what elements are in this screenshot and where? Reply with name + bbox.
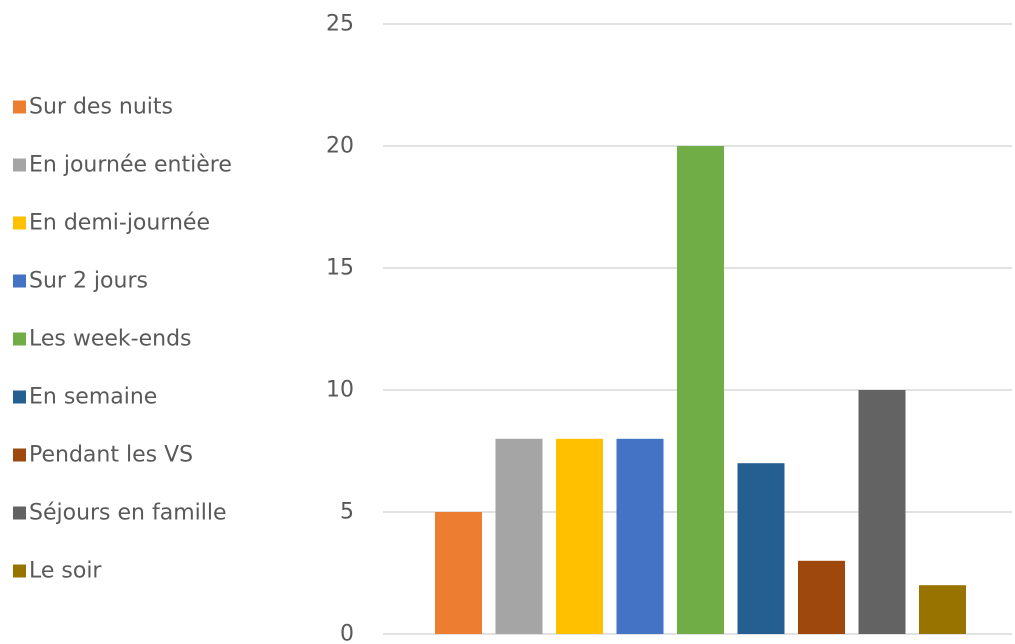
bar: [435, 512, 482, 634]
legend-swatch: [13, 332, 26, 346]
legend-label: Le soir: [29, 559, 102, 584]
legend-swatch: [13, 100, 26, 114]
bars: [435, 146, 966, 634]
legend-item: Le soir: [13, 559, 102, 584]
legend-label: Séjours en famille: [29, 501, 227, 526]
y-axis-ticks: 0 5 10 15 20 25: [326, 12, 354, 644]
legend-swatch: [13, 158, 26, 172]
legend-item: Sur des nuits: [13, 95, 173, 120]
legend-item: En demi-journée: [13, 211, 210, 236]
bar: [737, 463, 785, 634]
legend-label: En semaine: [29, 385, 157, 410]
bar: [556, 438, 603, 634]
legend-item: En semaine: [13, 385, 157, 410]
legend-item: Pendant les VS: [13, 443, 193, 468]
legend-item: Sur 2 jours: [13, 269, 148, 294]
legend-label: Pendant les VS: [29, 443, 193, 468]
legend-swatch: [13, 216, 26, 230]
bar: [798, 560, 845, 634]
y-tick-label: 5: [340, 500, 354, 525]
legend-label: En journée entière: [29, 153, 232, 178]
legend-swatch: [13, 564, 26, 578]
y-tick-label: 10: [326, 378, 354, 403]
legend-item: En journée entière: [13, 153, 232, 178]
y-tick-label: 25: [326, 12, 354, 37]
bar: [858, 390, 906, 634]
legend-swatch: [13, 448, 26, 462]
bar: [495, 438, 543, 634]
y-tick-label: 0: [340, 622, 354, 644]
legend-item: Séjours en famille: [13, 501, 227, 526]
y-tick-label: 15: [326, 256, 354, 281]
legend-label: Sur des nuits: [29, 95, 173, 120]
legend: Sur des nuits En journée entière En demi-j…: [13, 95, 232, 584]
legend-item: Les week-ends: [13, 327, 192, 352]
legend-label: En demi-journée: [29, 211, 210, 236]
bar: [919, 585, 966, 634]
legend-label: Sur 2 jours: [29, 269, 148, 294]
bar: [677, 146, 724, 634]
legend-swatch: [13, 274, 26, 288]
legend-swatch: [13, 390, 26, 404]
bar: [616, 438, 664, 634]
y-tick-label: 20: [326, 134, 354, 159]
legend-label: Les week-ends: [29, 327, 192, 352]
legend-swatch: [13, 506, 26, 520]
